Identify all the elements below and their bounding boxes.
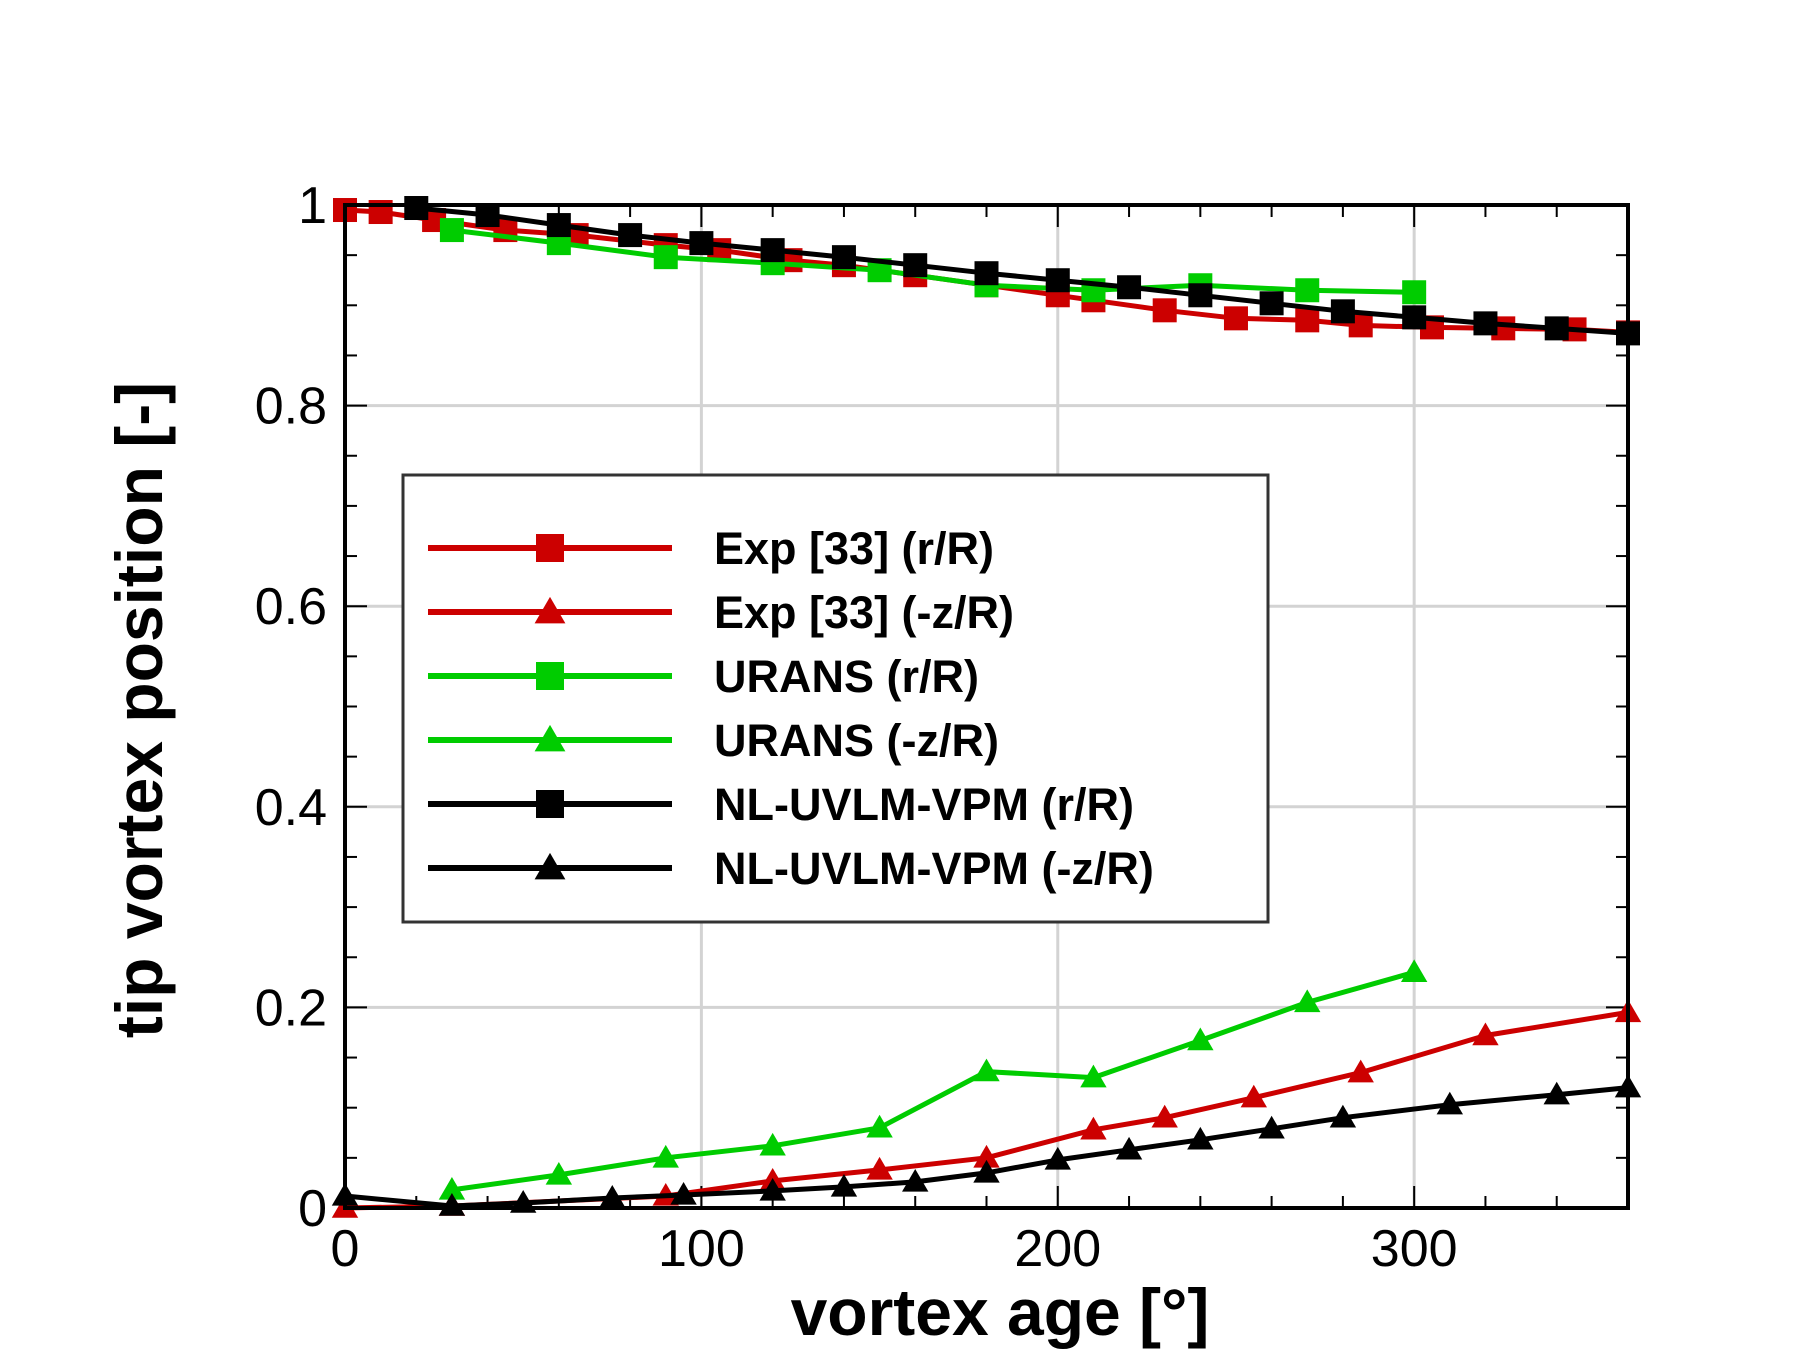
legend-swatch-marker — [536, 790, 564, 818]
y-tick-label: 0 — [298, 1180, 327, 1238]
legend-entry: URANS (-z/R) — [428, 715, 999, 766]
data-point — [1330, 299, 1355, 324]
data-point — [973, 1159, 1000, 1183]
legend-label: NL-UVLM-VPM (r/R) — [714, 779, 1134, 830]
data-point — [438, 1176, 466, 1200]
plot-frame — [343, 203, 1630, 1210]
legend-swatch-marker — [534, 596, 566, 624]
data-point — [831, 245, 856, 270]
data-point — [689, 231, 714, 256]
data-point — [670, 1182, 697, 1205]
data-point — [1117, 275, 1142, 300]
data-point — [1294, 989, 1321, 1013]
data-point — [1080, 1116, 1107, 1140]
x-tick-label: 100 — [658, 1220, 745, 1278]
data-point — [1472, 1022, 1499, 1046]
x-axis-title: vortex age [°] — [791, 1275, 1210, 1349]
legend-swatch-marker — [536, 662, 564, 690]
legend: Exp [33] (r/R) Exp [33] (-z/R) URANS (r/R)… — [401, 473, 1270, 924]
data-point — [1473, 311, 1498, 336]
y-tick-label: 0.2 — [255, 979, 327, 1037]
legend-label: Exp [33] (-z/R) — [714, 587, 1014, 638]
data-point — [760, 238, 785, 263]
data-point — [1080, 1064, 1107, 1088]
data-point — [1151, 1104, 1178, 1128]
series-5 — [331, 1074, 1642, 1216]
data-point — [1188, 283, 1213, 308]
legend-label: URANS (r/R) — [714, 651, 979, 702]
legend-swatch-marker — [536, 534, 564, 562]
data-point — [1258, 1115, 1285, 1139]
y-tick-label: 0.6 — [255, 578, 327, 636]
data-point — [545, 1161, 573, 1185]
legend-entry: Exp [33] (-z/R) — [428, 587, 1014, 638]
series-line — [416, 205, 1629, 336]
data-point — [1240, 1084, 1267, 1108]
series-line — [451, 969, 1415, 1193]
data-point — [475, 203, 500, 228]
data-point — [902, 1168, 929, 1192]
data-point — [1259, 291, 1284, 316]
y-tick-label: 1 — [298, 177, 327, 235]
series-4 — [404, 196, 1640, 346]
legend-entry: NL-UVLM-VPM (-z/R) — [428, 843, 1154, 894]
data-point — [1402, 280, 1427, 305]
tick-labels: 0 100 200 300 0 0.2 0.4 0.6 0.8 1 — [255, 177, 1458, 1278]
legend-entry: Exp [33] (r/R) — [428, 523, 994, 574]
data-point — [903, 253, 928, 278]
y-axis-title: tip vortex position [-] — [102, 382, 176, 1038]
legend-entry: NL-UVLM-VPM (r/R) — [428, 779, 1134, 830]
data-point — [404, 196, 429, 221]
legend-label: NL-UVLM-VPM (-z/R) — [714, 843, 1154, 894]
data-point — [866, 1156, 893, 1180]
data-point — [1223, 306, 1248, 331]
data-point — [653, 245, 678, 270]
data-point — [759, 1177, 786, 1201]
data-point — [759, 1132, 786, 1156]
legend-label: URANS (-z/R) — [714, 715, 999, 766]
data-point — [973, 1058, 1000, 1082]
data-point — [1152, 298, 1177, 323]
data-point — [1045, 268, 1070, 293]
data-point — [599, 1185, 626, 1208]
data-point — [1295, 308, 1320, 333]
data-point — [546, 213, 571, 238]
data-point — [438, 1193, 466, 1216]
data-point — [974, 261, 999, 286]
data-point — [1400, 959, 1428, 983]
legend-label: Exp [33] (r/R) — [714, 523, 994, 574]
legend-swatch-marker — [534, 852, 566, 880]
data-point — [1044, 1146, 1071, 1170]
x-tick-label: 0 — [331, 1220, 360, 1278]
data-point — [973, 1144, 1000, 1168]
data-point — [830, 1173, 858, 1197]
data-point — [1543, 1081, 1570, 1105]
data-point — [1187, 1126, 1214, 1150]
data-point — [1187, 1027, 1214, 1051]
x-tick-label: 300 — [1371, 1220, 1458, 1278]
data-point — [1347, 1059, 1374, 1083]
data-point — [1329, 1104, 1357, 1128]
x-tick-label: 200 — [1014, 1220, 1101, 1278]
series-3 — [438, 959, 1428, 1200]
data-point — [1544, 316, 1569, 341]
data-point — [618, 223, 643, 248]
y-tick-label: 0.4 — [255, 779, 327, 837]
legend-entry: URANS (r/R) — [428, 651, 979, 702]
data-point — [866, 1114, 893, 1138]
data-point — [1402, 305, 1427, 330]
data-point — [1115, 1136, 1143, 1160]
data-point — [439, 218, 464, 243]
data-point — [652, 1144, 679, 1168]
data-point — [1295, 278, 1320, 303]
series-line — [451, 227, 1415, 295]
data-point — [1436, 1091, 1464, 1115]
y-tick-label: 0.8 — [255, 378, 327, 436]
legend-swatch-marker — [534, 724, 566, 752]
